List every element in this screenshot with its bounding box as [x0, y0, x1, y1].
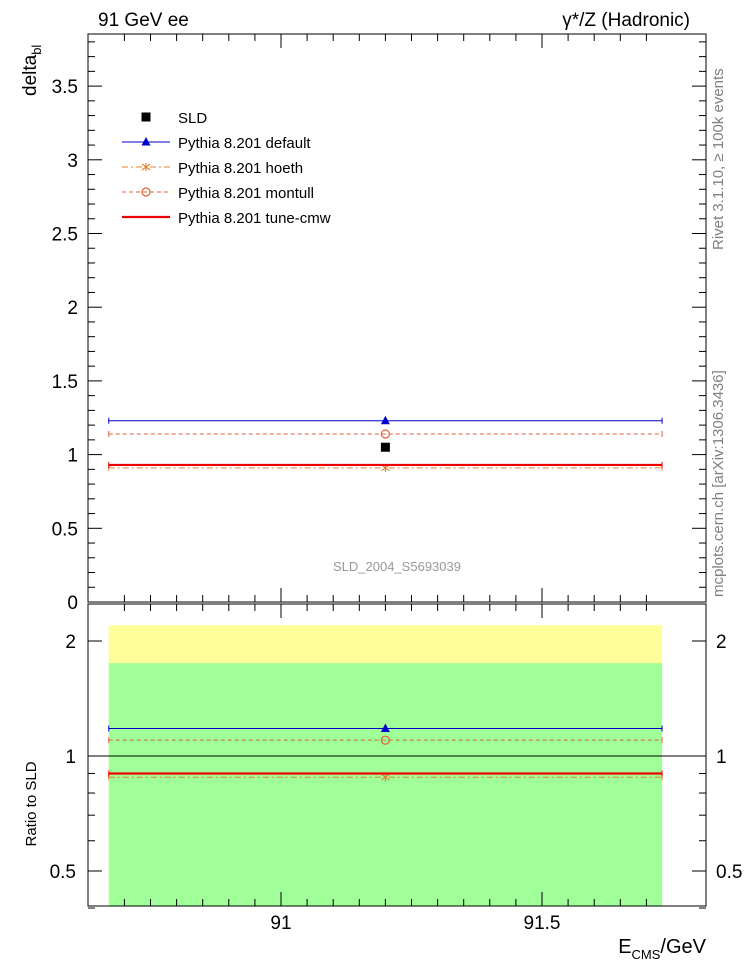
data-point-sld [380, 442, 390, 452]
y-tick-label: 3.5 [52, 77, 78, 98]
legend-marker-hoeth [141, 163, 151, 171]
legend-marker-sld [141, 112, 151, 122]
legend: SLD Pythia 8.201 default Pythia 8.201 hoet… [122, 110, 331, 227]
legend-label-sld: SLD [178, 110, 207, 127]
legend-label-tunecmw: Pythia 8.201 tune-cmw [178, 210, 331, 227]
main-frame [87, 33, 707, 603]
ratio-ticks: 0.5 0.5 1 1 2 2 91 91.5 [50, 604, 742, 934]
ratio-y-tick-label-right: 1 [716, 747, 727, 768]
ratio-y-tick-label-right: 2 [716, 632, 727, 653]
ratio-series [108, 723, 663, 782]
ratio-y-tick-label: 1 [65, 747, 76, 768]
ratio-y-tick-label: 0.5 [50, 862, 76, 883]
y-tick-label: 1 [67, 446, 78, 467]
y-tick-label: 2.5 [52, 225, 78, 246]
ratio-point-default [380, 723, 390, 733]
series-point-default [380, 415, 390, 425]
legend-label-hoeth: Pythia 8.201 hoeth [178, 160, 303, 177]
x-axis-label-unit: /GeV [660, 936, 706, 958]
y-tick-label: 3 [67, 151, 78, 172]
x-tick-label: 91.5 [524, 913, 561, 934]
main-panel: 0 0.5 1 1.5 2 2.5 3 3.5 SLD_2004_S5693039 [52, 33, 707, 614]
legend-label-default: Pythia 8.201 default [178, 135, 311, 152]
mcplots-label: mcplots.cern.ch [arXiv:1306.3436] [710, 370, 727, 597]
x-axis-label-sub: CMS [632, 947, 661, 962]
x-axis-label: ECMS/GeV [618, 936, 706, 962]
legend-label-montull: Pythia 8.201 montull [178, 185, 314, 202]
y-tick-label: 2 [67, 298, 78, 319]
header-left: 91 GeV ee [98, 10, 189, 31]
y-axis-label-main: delta [20, 54, 41, 96]
y-axis-label: deltabl [20, 45, 44, 96]
rivet-label: Rivet 3.1.10, ≥ 100k events [710, 68, 727, 250]
ratio-panel: 0.5 0.5 1 1 2 2 91 91.5 [50, 603, 742, 934]
ratio-point-montull [380, 735, 390, 745]
series-point-montull [380, 429, 390, 439]
ratio-y-tick-label-right: 0.5 [716, 862, 742, 883]
ratio-y-label: Ratio to SLD [23, 761, 40, 846]
ratio-frame [87, 603, 707, 907]
y-tick-label: 1.5 [52, 372, 78, 393]
ratio-y-tick-label: 2 [65, 632, 76, 653]
main-y-ticks: 0 0.5 1 1.5 2 2.5 3 3.5 [52, 34, 706, 614]
legend-marker-montull [141, 187, 151, 197]
ratio-bands [88, 625, 706, 906]
analysis-watermark: SLD_2004_S5693039 [333, 559, 461, 574]
legend-marker-default [141, 137, 151, 146]
y-axis-label-sub: bl [29, 45, 44, 55]
header-right: γ*/Z (Hadronic) [562, 10, 690, 31]
main-series [108, 415, 663, 472]
y-tick-label: 0 [67, 593, 78, 614]
x-tick-label: 91 [270, 913, 291, 934]
x-axis-label-main: E [618, 936, 631, 958]
ratio-band-green [108, 663, 663, 906]
y-tick-label: 0.5 [52, 519, 78, 540]
